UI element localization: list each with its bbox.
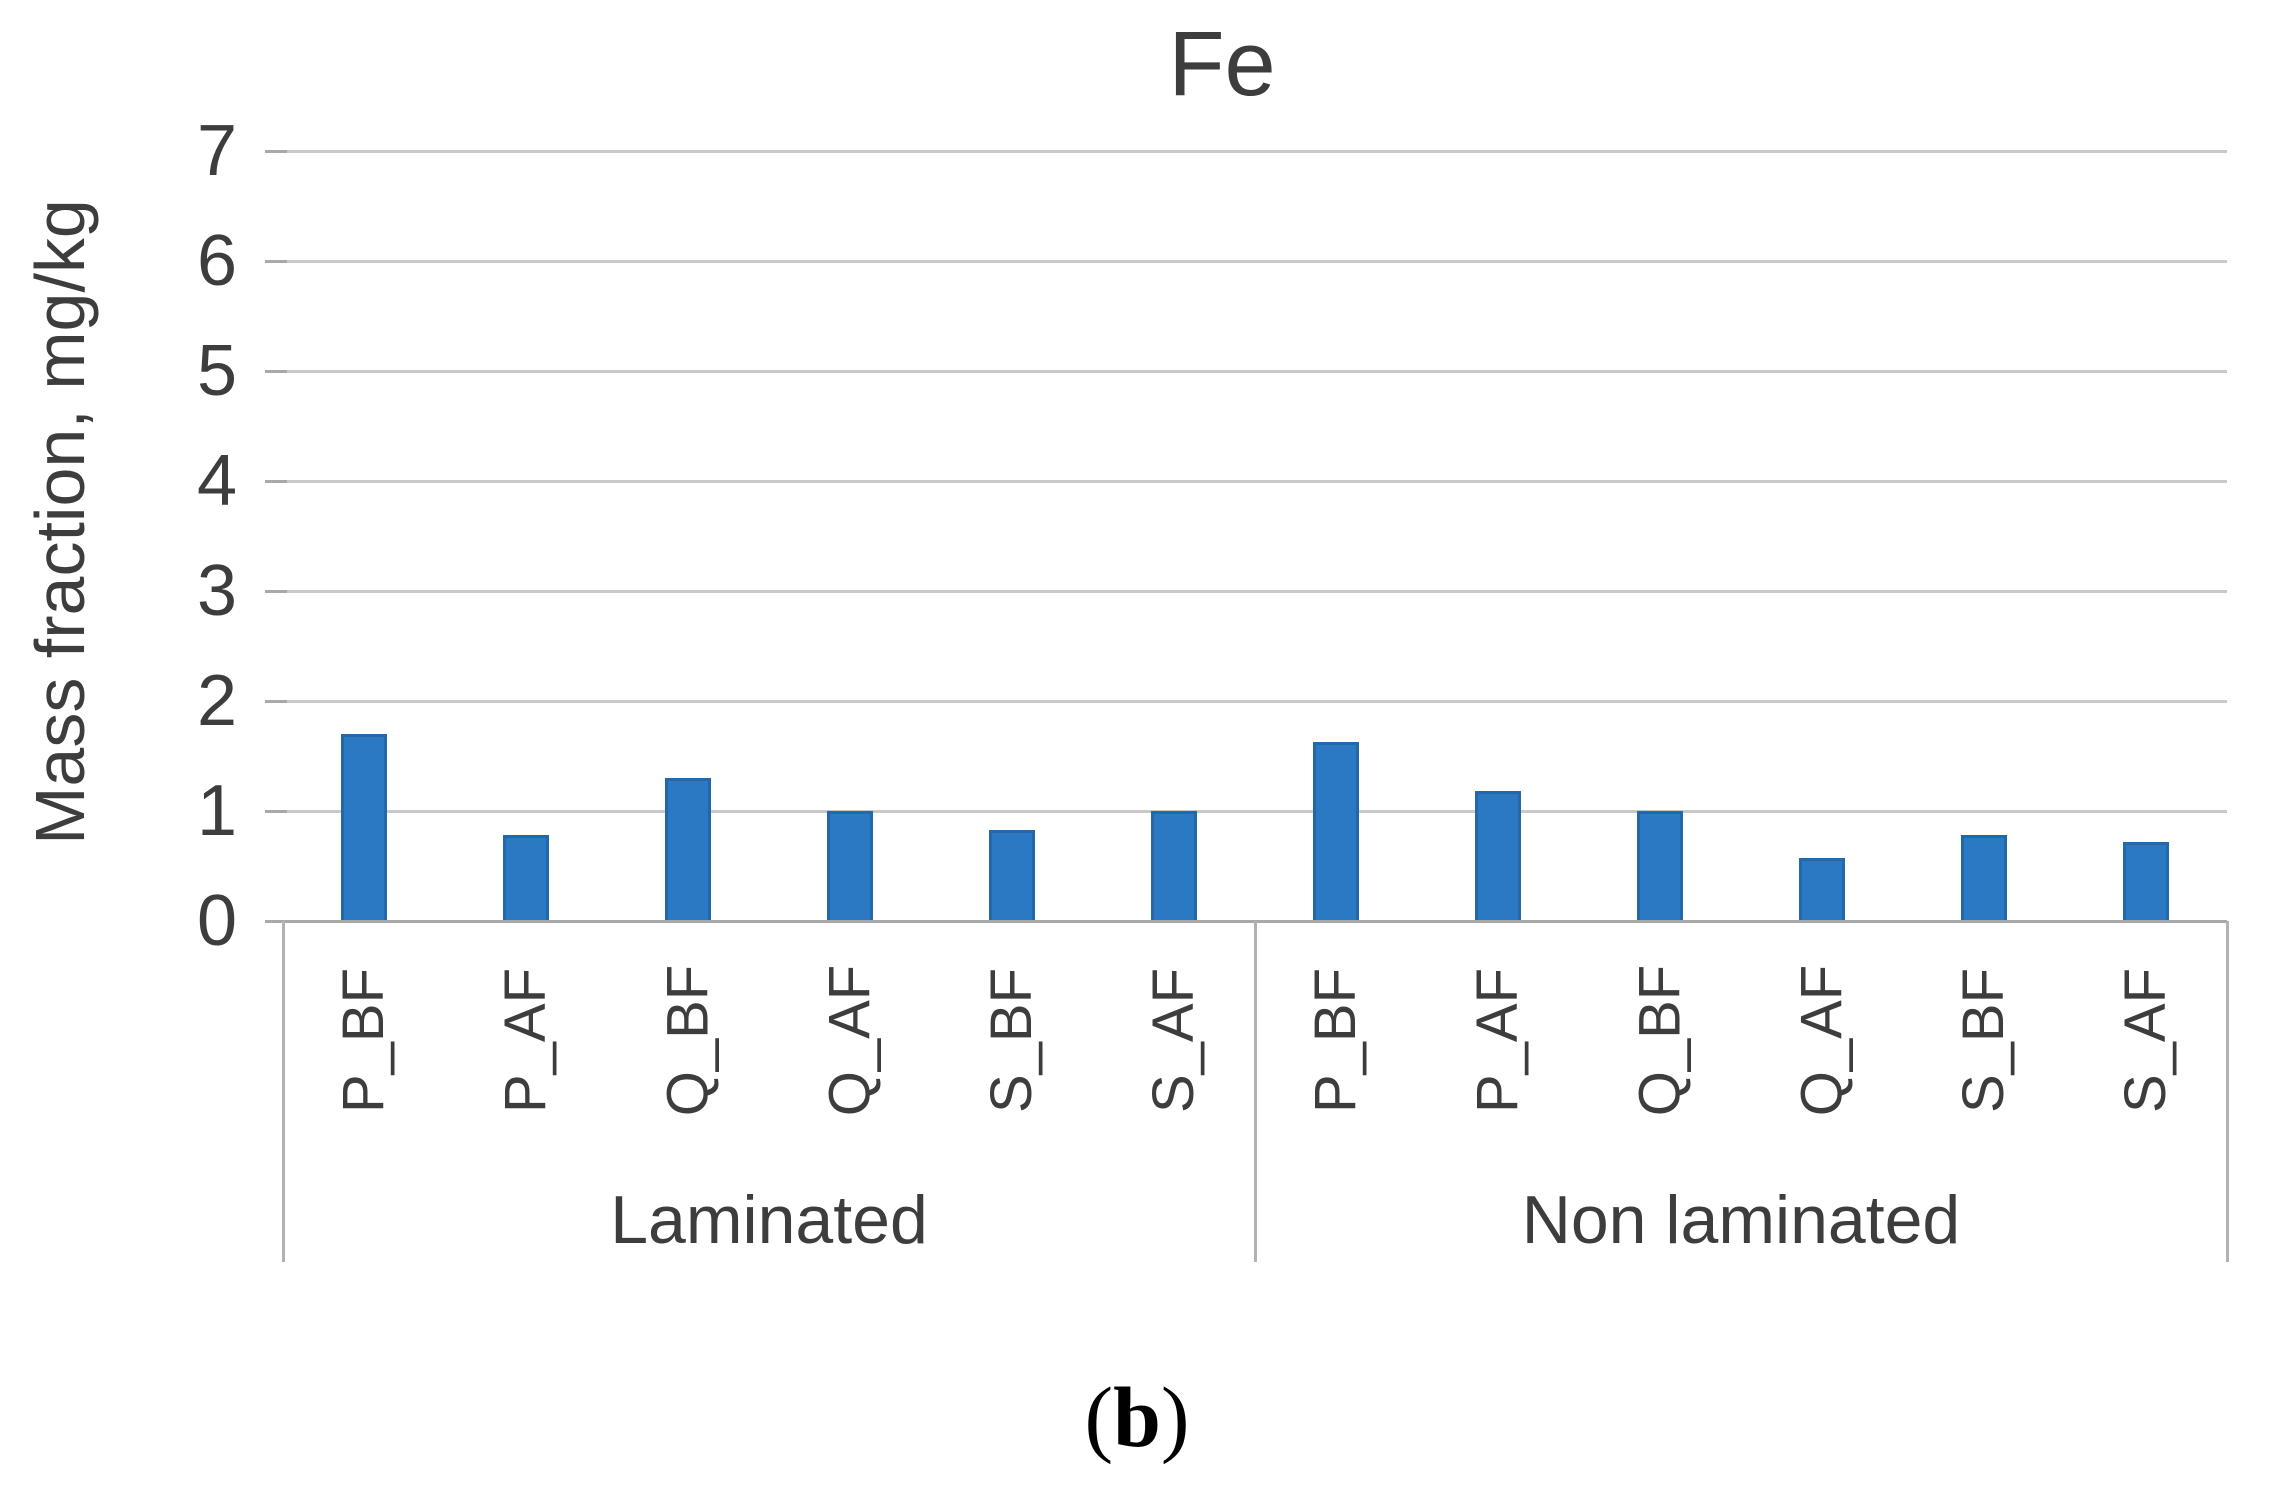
category-box-divider — [282, 921, 285, 1262]
bar-Q_AF-non-laminated — [1799, 858, 1845, 921]
category-label-text: S_AF — [2113, 967, 2179, 1113]
category-label-text: P_BF — [331, 967, 397, 1113]
panel-label: (b) — [0, 1362, 2274, 1472]
category-label-text: Q_BF — [655, 964, 721, 1116]
y-axis-tick-mark — [265, 700, 287, 703]
bar-S_BF-non-laminated — [1961, 835, 2007, 921]
y-axis-title: Mass fraction, mg/kg — [21, 199, 99, 845]
category-label-text: P_AF — [1465, 967, 1531, 1113]
gridline-y6 — [283, 260, 2227, 263]
panel-label-close-paren: ) — [1160, 1369, 1190, 1465]
category-box-divider — [2226, 921, 2229, 1262]
category-label-text: S_AF — [1141, 967, 1207, 1113]
group-label-laminated: Laminated — [610, 1182, 928, 1258]
gridline-y7 — [283, 150, 2227, 153]
category-label-text: P_AF — [493, 967, 559, 1113]
y-axis-tick-mark — [265, 920, 287, 923]
gridline-y3 — [283, 590, 2227, 593]
y-axis-tick-label: 4 — [196, 441, 237, 521]
category-label-text: S_BF — [1951, 967, 2017, 1113]
y-axis-tick-label: 7 — [196, 111, 237, 191]
bar-P_AF-laminated — [503, 835, 549, 921]
bar-P_AF-non-laminated — [1475, 791, 1521, 921]
y-axis-tick-label: 0 — [196, 881, 237, 961]
gridline-y1 — [283, 810, 2227, 813]
bar-S_BF-laminated — [989, 830, 1035, 921]
y-axis-tick-label: 6 — [196, 221, 237, 301]
bar-P_BF-non-laminated — [1313, 742, 1359, 921]
bar-S_AF-non-laminated — [2123, 842, 2169, 921]
bar-Q_AF-laminated — [827, 811, 873, 921]
gridline-y5 — [283, 370, 2227, 373]
y-axis-tick-mark — [265, 150, 287, 153]
y-axis-tick-mark — [265, 370, 287, 373]
y-axis-tick-mark — [265, 260, 287, 263]
chart-title: Fe — [1168, 13, 1276, 115]
bar-P_BF-laminated — [341, 734, 387, 921]
y-axis-tick-mark — [265, 810, 287, 813]
bar-Q_BF-laminated — [665, 778, 711, 921]
group-label-non-laminated: Non laminated — [1521, 1182, 1961, 1258]
category-label-text: P_BF — [1303, 967, 1369, 1113]
category-label-text: Q_BF — [1627, 964, 1693, 1116]
category-label-text: Q_AF — [1789, 964, 1855, 1116]
y-axis-tick-label: 1 — [196, 771, 237, 851]
gridline-y4 — [283, 480, 2227, 483]
y-axis-tick-label: 2 — [196, 661, 237, 741]
category-label-text: S_BF — [979, 967, 1045, 1113]
bar-S_AF-laminated — [1151, 811, 1197, 921]
y-axis-tick-mark — [265, 590, 287, 593]
y-axis-tick-label: 5 — [196, 331, 237, 411]
y-axis-tick-mark — [265, 480, 287, 483]
panel-label-open-paren: ( — [1084, 1369, 1114, 1465]
panel-label-letter: b — [1113, 1369, 1161, 1465]
category-label: S_AF — [2046, 940, 2246, 1140]
gridline-y2 — [283, 700, 2227, 703]
category-box-divider — [1254, 921, 1257, 1262]
bar-Q_BF-non-laminated — [1637, 811, 1683, 921]
category-label-text: Q_AF — [817, 964, 883, 1116]
y-axis-tick-label: 3 — [196, 551, 237, 631]
